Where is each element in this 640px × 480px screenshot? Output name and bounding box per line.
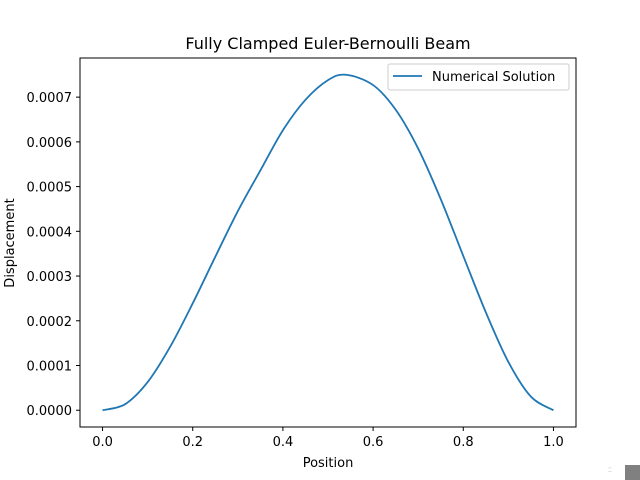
legend-label: Numerical Solution bbox=[432, 70, 555, 85]
figure-toolbar: ⁚⁚ bbox=[608, 462, 640, 480]
plot-background bbox=[80, 58, 576, 427]
y-tick-label: 0.0005 bbox=[27, 181, 73, 196]
series-line bbox=[102, 73, 554, 412]
y-tick-label: 0.0007 bbox=[27, 91, 73, 106]
y-tick-label: 0.0002 bbox=[27, 315, 73, 330]
x-axis-label: Position bbox=[303, 456, 354, 471]
ticks-layer: 0.0 0.2 0.4 0.6 0.8 1.0 0.0000 0.0001 0.0002 0.00… bbox=[27, 91, 564, 450]
x-tick-label: 1.0 bbox=[543, 435, 564, 450]
chart-title: Fully Clamped Euler-Bernoulli Beam bbox=[185, 34, 470, 53]
y-tick-label: 0.0000 bbox=[27, 404, 73, 419]
y-tick-label: 0.0004 bbox=[27, 225, 73, 240]
plot-frame bbox=[79, 57, 577, 428]
legend: Numerical Solution bbox=[387, 63, 570, 91]
y-tick-label: 0.0001 bbox=[27, 360, 73, 375]
y-tick-label: 0.0006 bbox=[27, 136, 73, 151]
plot-layer bbox=[102, 73, 554, 412]
y-axis-label: Displacement bbox=[3, 198, 18, 287]
resize-grip-icon: ⁚⁚ bbox=[608, 467, 612, 474]
x-tick-label: 0.6 bbox=[363, 435, 384, 450]
y-tick-label: 0.0003 bbox=[27, 270, 73, 285]
x-tick-label: 0.8 bbox=[453, 435, 474, 450]
square-icon bbox=[625, 465, 640, 480]
legend-box bbox=[387, 63, 570, 91]
x-tick-label: 0.4 bbox=[273, 435, 294, 450]
x-tick-label: 0.2 bbox=[182, 435, 203, 450]
x-tick-label: 0.0 bbox=[92, 435, 113, 450]
